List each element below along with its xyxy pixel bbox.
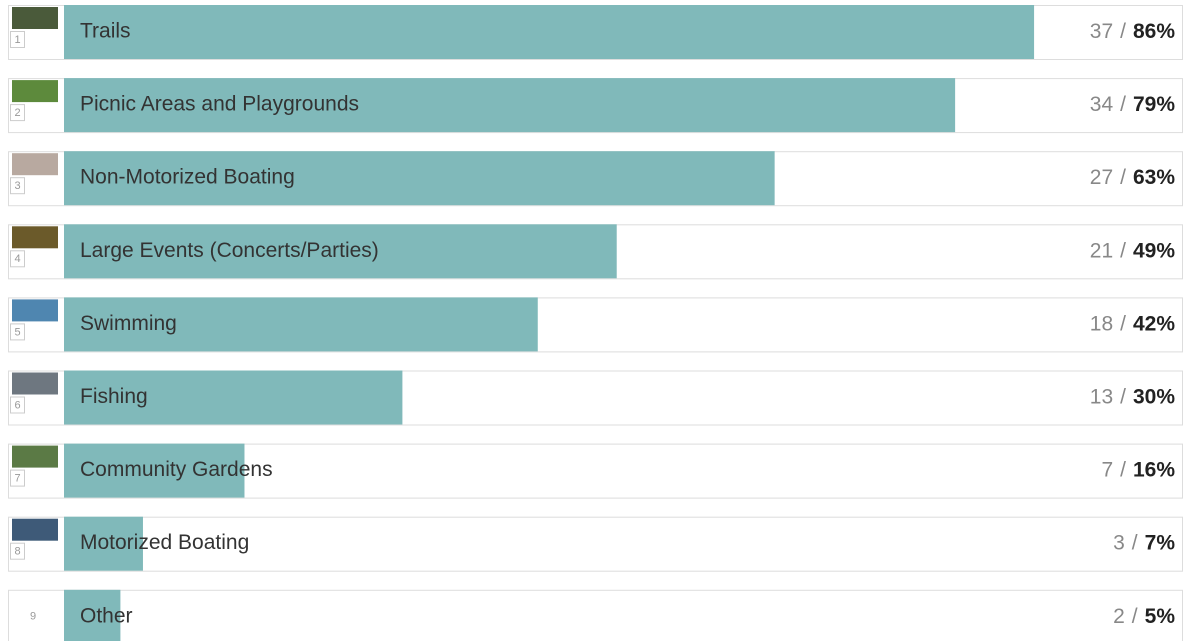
percent: 5% bbox=[1145, 604, 1176, 627]
percent: 79% bbox=[1133, 93, 1175, 116]
separator: / bbox=[1120, 239, 1126, 262]
percent: 16% bbox=[1133, 458, 1175, 481]
bar bbox=[64, 5, 1035, 59]
bar bbox=[64, 224, 617, 279]
value-text: 3 / 7% bbox=[1113, 531, 1175, 554]
count: 13 bbox=[1090, 385, 1113, 408]
category-label: Other bbox=[80, 604, 133, 627]
separator: / bbox=[1120, 20, 1126, 43]
separator: / bbox=[1120, 166, 1126, 189]
percent: 86% bbox=[1133, 20, 1175, 43]
count: 21 bbox=[1090, 239, 1113, 262]
bar bbox=[64, 589, 121, 641]
category-label: Picnic Areas and Playgrounds bbox=[80, 93, 359, 116]
rank-number: 7 bbox=[14, 473, 20, 485]
count: 7 bbox=[1101, 458, 1113, 481]
percent: 63% bbox=[1133, 166, 1175, 189]
rank-box bbox=[10, 469, 25, 487]
count: 18 bbox=[1090, 312, 1113, 335]
rank-number: 6 bbox=[14, 399, 20, 411]
category-label: Non-Motorized Boating bbox=[80, 166, 295, 189]
rank-box bbox=[10, 31, 25, 48]
count: 2 bbox=[1113, 604, 1125, 627]
rank-box bbox=[10, 323, 25, 341]
rank-box bbox=[10, 396, 25, 414]
value-text: 27 / 63% bbox=[1090, 166, 1176, 189]
category-label: Swimming bbox=[80, 312, 177, 335]
bar bbox=[64, 370, 403, 425]
thumbnail bbox=[12, 226, 58, 249]
rank-box bbox=[10, 104, 25, 122]
value-text: 34 / 79% bbox=[1090, 93, 1176, 116]
thumbnail bbox=[12, 80, 58, 103]
category-label: Large Events (Concerts/Parties) bbox=[80, 239, 379, 262]
bar bbox=[64, 443, 245, 498]
percent: 42% bbox=[1133, 312, 1175, 335]
thumbnail bbox=[12, 299, 58, 322]
count: 27 bbox=[1090, 166, 1113, 189]
thumbnail bbox=[12, 372, 58, 395]
count: 34 bbox=[1090, 93, 1114, 116]
rank-number: 4 bbox=[14, 253, 20, 265]
rank-number: 2 bbox=[14, 107, 20, 119]
rank-number: 5 bbox=[14, 326, 20, 338]
bar bbox=[64, 78, 956, 133]
value-text: 2 / 5% bbox=[1113, 604, 1175, 627]
separator: / bbox=[1120, 458, 1126, 481]
separator: / bbox=[1120, 385, 1126, 408]
percent: 7% bbox=[1145, 531, 1176, 554]
value-text: 13 / 30% bbox=[1090, 385, 1176, 408]
thumbnail bbox=[12, 518, 58, 541]
separator: / bbox=[1132, 604, 1138, 627]
row-box bbox=[8, 516, 1183, 572]
separator: / bbox=[1132, 531, 1138, 554]
rank-number: 9 bbox=[30, 611, 36, 623]
value-text: 21 / 49% bbox=[1090, 239, 1176, 262]
count: 37 bbox=[1090, 20, 1113, 43]
rank-number: 3 bbox=[14, 180, 20, 192]
row-box bbox=[8, 589, 1183, 641]
rank-box bbox=[10, 250, 25, 268]
thumbnail bbox=[12, 7, 58, 29]
rank-number: 1 bbox=[14, 34, 20, 46]
category-label: Trails bbox=[80, 20, 131, 43]
category-label: Community Gardens bbox=[80, 458, 273, 481]
bar bbox=[64, 516, 143, 571]
value-text: 7 / 16% bbox=[1101, 458, 1175, 481]
separator: / bbox=[1120, 312, 1126, 335]
percent: 30% bbox=[1133, 385, 1175, 408]
category-label: Fishing bbox=[80, 385, 148, 408]
percent: 49% bbox=[1133, 239, 1175, 262]
rank-box bbox=[10, 177, 25, 195]
thumbnail bbox=[12, 153, 58, 176]
separator: / bbox=[1120, 93, 1126, 116]
value-text: 37 / 86% bbox=[1090, 20, 1176, 43]
thumbnail bbox=[12, 445, 58, 468]
rank-number: 8 bbox=[14, 546, 20, 558]
count: 3 bbox=[1113, 531, 1125, 554]
value-text: 18 / 42% bbox=[1090, 312, 1176, 335]
bar bbox=[64, 151, 775, 206]
rank-box bbox=[10, 542, 25, 560]
bar bbox=[64, 297, 538, 352]
category-label: Motorized Boating bbox=[80, 531, 249, 554]
